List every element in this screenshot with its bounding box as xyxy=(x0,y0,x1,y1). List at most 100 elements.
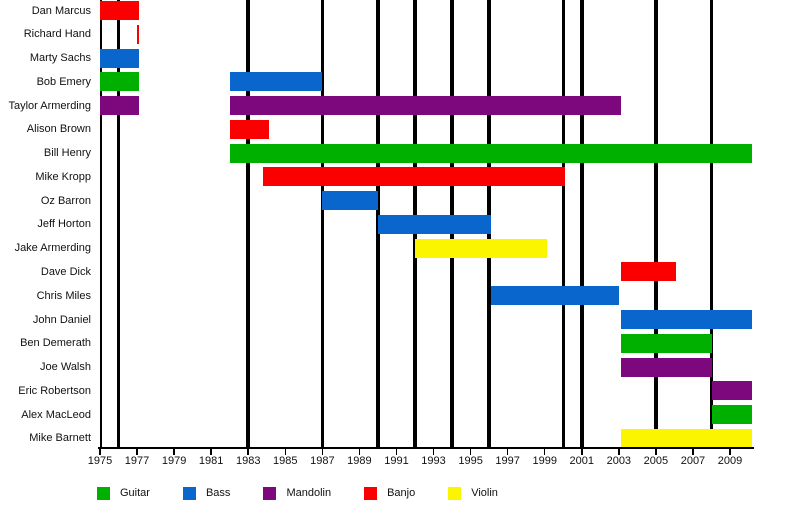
x-axis-tick xyxy=(358,449,361,455)
x-axis-tick-label: 1993 xyxy=(421,455,446,467)
member-name-label: Mike Barnett xyxy=(29,432,91,445)
member-name-label: Jake Armerding xyxy=(14,242,91,255)
x-axis-tick-label: 2007 xyxy=(680,455,706,467)
member-name-label: Mike Kropp xyxy=(35,170,91,183)
timeline-bar-bass xyxy=(620,310,753,329)
timeline-bar-mandolin xyxy=(712,381,753,401)
member-name-label: Dan Marcus xyxy=(31,4,91,17)
y-axis-line xyxy=(100,0,102,447)
guitar-color-swatch xyxy=(97,486,110,500)
timeline-bar-mandolin xyxy=(100,96,139,116)
x-axis-tick xyxy=(581,449,583,455)
member-name-label: Marty Sachs xyxy=(29,52,91,65)
banjo-color-swatch xyxy=(364,486,378,500)
timeline-bar-bass xyxy=(100,48,139,68)
x-axis-tick xyxy=(284,449,287,455)
timeline-bar-bass xyxy=(322,191,378,211)
bass-color-swatch xyxy=(182,486,196,500)
x-axis-tick-label: 2001 xyxy=(569,455,594,467)
x-axis-tick xyxy=(210,449,212,455)
x-axis-tick xyxy=(692,449,694,455)
member-name-label: Bob Emery xyxy=(36,75,91,88)
x-axis-tick xyxy=(136,449,138,455)
legend-item-mandolin: Mandolin xyxy=(263,486,331,500)
x-axis-tick-label: 1977 xyxy=(124,455,150,467)
legend-label: Bass xyxy=(205,487,231,499)
violin-color-swatch xyxy=(448,486,462,500)
timeline-bar-guitar xyxy=(229,143,753,163)
member-name-label: Alison Brown xyxy=(26,123,91,136)
timeline-bar-banjo xyxy=(137,24,140,44)
timeline-bar-banjo xyxy=(100,1,139,20)
timeline-bar-banjo xyxy=(620,262,677,282)
x-axis-tick xyxy=(618,449,620,455)
timeline-bar-mandolin xyxy=(620,357,713,377)
x-axis-tick xyxy=(729,449,731,455)
x-axis-tick-label: 1979 xyxy=(161,455,187,467)
x-axis-tick-label: 1999 xyxy=(532,455,557,467)
x-axis-tick-label: 1987 xyxy=(310,455,335,467)
x-axis-tick xyxy=(543,449,546,455)
mandolin-color-swatch xyxy=(263,486,277,500)
x-axis-line xyxy=(98,446,754,449)
timeline-bar-bass xyxy=(229,72,323,92)
legend-label: Mandolin xyxy=(286,487,332,499)
timeline-bar-violin xyxy=(415,238,547,258)
x-axis-tick-label: 1981 xyxy=(198,455,224,467)
x-axis-tick xyxy=(432,449,435,455)
album-release-line xyxy=(246,0,250,447)
member-name-label: Eric Robertson xyxy=(18,384,91,397)
member-name-label: John Daniel xyxy=(32,313,91,326)
x-axis-tick-label: 2005 xyxy=(643,455,669,467)
legend-label: Banjo xyxy=(387,487,416,499)
x-axis-tick-label: 2009 xyxy=(717,455,743,467)
x-axis-tick xyxy=(395,449,398,455)
album-release-line xyxy=(320,0,325,447)
legend-label: Guitar xyxy=(120,487,150,499)
legend-label: Violin xyxy=(471,487,498,499)
legend-item-banjo: Banjo xyxy=(364,486,415,500)
timeline-bar-guitar xyxy=(620,333,713,353)
album-release-line xyxy=(580,0,584,447)
x-axis-tick xyxy=(247,449,249,455)
x-axis-tick-label: 2003 xyxy=(606,455,632,467)
member-name-label: Oz Barron xyxy=(40,194,91,207)
member-name-label: Alex MacLeod xyxy=(21,408,91,421)
x-axis-tick-label: 1975 xyxy=(87,455,113,467)
timeline-bar-banjo xyxy=(263,167,566,187)
x-axis-tick-label: 1985 xyxy=(273,455,298,467)
timeline-bar-violin xyxy=(620,428,753,448)
album-release-line xyxy=(116,0,121,447)
timeline-bar-guitar xyxy=(712,405,753,425)
x-axis-tick-label: 1997 xyxy=(495,455,520,467)
legend-item-violin: Violin xyxy=(448,486,498,500)
legend: Guitar Bass Mandolin Banjo Violin xyxy=(97,486,498,500)
x-axis-tick xyxy=(173,449,175,455)
timeline-bar-guitar xyxy=(100,72,139,92)
member-name-label: Jeff Horton xyxy=(37,218,91,231)
x-axis-tick xyxy=(99,449,101,455)
member-name-label: Richard Hand xyxy=(23,28,91,41)
album-release-line xyxy=(709,0,714,447)
x-axis-tick xyxy=(321,449,324,455)
member-name-label: Dave Dick xyxy=(40,265,91,278)
member-name-label: Ben Demerath xyxy=(20,337,91,350)
x-axis-tick-label: 1983 xyxy=(235,455,261,467)
legend-item-bass: Bass xyxy=(182,486,231,500)
album-release-line xyxy=(561,0,565,447)
x-axis-tick-label: 1995 xyxy=(458,455,483,467)
x-axis-tick xyxy=(655,449,657,455)
legend-item-guitar: Guitar xyxy=(97,486,150,500)
x-axis-tick-label: 1989 xyxy=(347,455,372,467)
x-axis-tick xyxy=(469,449,472,455)
member-name-label: Chris Miles xyxy=(36,289,91,302)
timeline-bar-mandolin xyxy=(229,96,621,116)
member-name-label: Joe Walsh xyxy=(40,361,91,374)
member-name-label: Taylor Armerding xyxy=(8,99,91,112)
album-release-line xyxy=(654,0,658,447)
x-axis-tick-label: 1991 xyxy=(384,455,409,467)
member-name-label: Bill Henry xyxy=(43,147,91,160)
x-axis-tick xyxy=(506,449,509,455)
timeline-bar-bass xyxy=(490,286,619,306)
